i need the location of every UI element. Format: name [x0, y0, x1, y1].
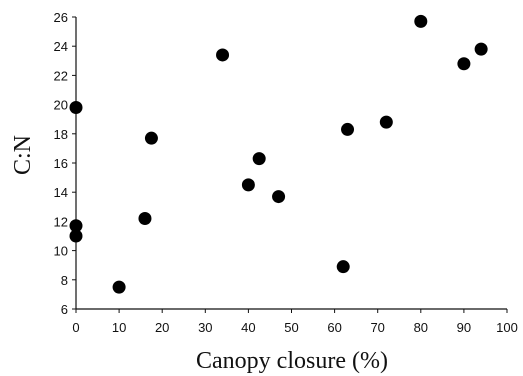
- data-point: [69, 101, 83, 115]
- x-tick-label: 30: [198, 320, 212, 335]
- x-tick-label: 50: [284, 320, 298, 335]
- data-point: [474, 42, 488, 56]
- y-tick-label: 24: [54, 39, 68, 54]
- x-tick-label: 40: [241, 320, 255, 335]
- data-point: [241, 178, 255, 192]
- x-tick-label: 70: [370, 320, 384, 335]
- y-axis-title: C:N: [10, 135, 36, 175]
- data-point: [457, 57, 471, 71]
- data-point: [216, 48, 230, 62]
- x-axis-title: Canopy closure (%): [196, 348, 388, 374]
- data-points: [69, 14, 488, 294]
- y-tick-label: 10: [54, 244, 68, 259]
- y-tick-label: 18: [54, 127, 68, 142]
- data-point: [252, 152, 266, 166]
- x-tick-label: 80: [414, 320, 428, 335]
- data-point: [69, 219, 83, 233]
- x-tick-label: 0: [72, 320, 79, 335]
- y-tick-label: 14: [54, 185, 68, 200]
- data-point: [69, 229, 83, 243]
- x-tick-label: 10: [112, 320, 126, 335]
- x-tick-label: 90: [457, 320, 471, 335]
- data-point: [341, 122, 355, 136]
- y-ticks: 6 8 10 12 14 16 18 20 22 24 26: [54, 10, 76, 317]
- data-point: [144, 131, 158, 145]
- x-tick-label: 60: [327, 320, 341, 335]
- y-tick-label: 12: [54, 214, 68, 229]
- data-point: [414, 14, 428, 28]
- data-point: [272, 190, 286, 204]
- y-tick-label: 8: [61, 273, 68, 288]
- axes: [75, 17, 507, 310]
- y-tick-label: 20: [54, 98, 68, 113]
- y-tick-label: 26: [54, 10, 68, 25]
- x-tick-label: 100: [496, 320, 518, 335]
- y-tick-label: 16: [54, 156, 68, 171]
- data-point: [336, 260, 350, 274]
- data-point: [379, 115, 393, 129]
- y-tick-label: 22: [54, 68, 68, 83]
- x-ticks: 0 10 20 30 40 50 60 70 80 90 100: [72, 309, 518, 335]
- data-point: [138, 211, 152, 225]
- data-point: [112, 280, 126, 294]
- y-tick-label: 6: [61, 302, 68, 317]
- x-tick-label: 20: [155, 320, 169, 335]
